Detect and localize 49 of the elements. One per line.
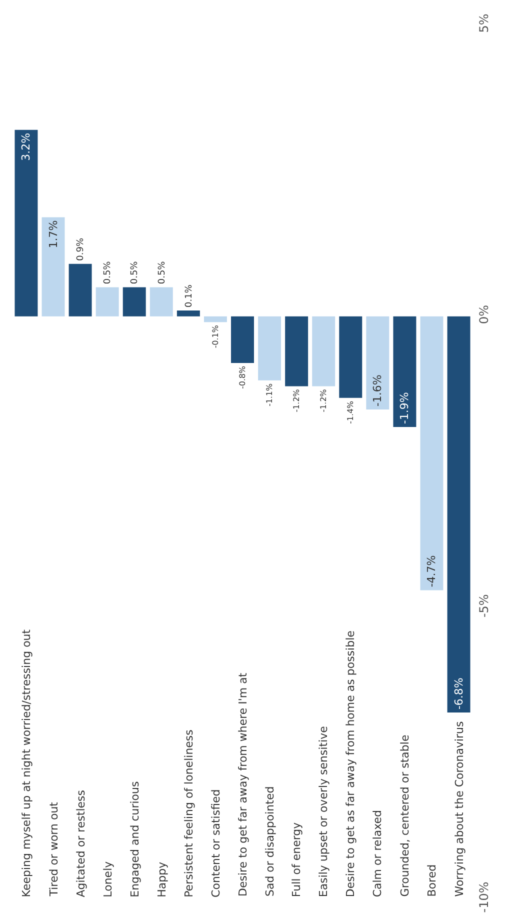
y-tick-label: 0%: [477, 305, 491, 324]
data-label: 0.1%: [184, 284, 194, 308]
bar: [150, 287, 173, 316]
data-label: -1.9%: [398, 392, 412, 424]
data-label: 0.5%: [157, 260, 168, 284]
bar: [204, 316, 227, 322]
x-tick-label: Tired or worn out: [47, 801, 60, 898]
bar: [420, 316, 444, 590]
data-label: 0.9%: [76, 238, 86, 261]
x-tick-label: Lonely: [101, 860, 114, 898]
bar: [393, 316, 416, 428]
bar: [42, 217, 65, 316]
bar: [339, 316, 362, 398]
data-label: -6.8%: [452, 678, 466, 710]
bar: [366, 316, 390, 410]
x-tick-label: Grounded, centered or stable: [398, 734, 412, 897]
bar: [312, 316, 336, 386]
data-label: 0.5%: [130, 260, 140, 284]
x-tick-label: Happy: [155, 861, 168, 898]
x-tick-label: Desire to get as far away from home as possible: [344, 630, 358, 898]
bar: [14, 130, 38, 316]
x-tick-label: Keeping myself up at night worried/stressing out: [20, 628, 34, 898]
x-tick-label: Agitated or restless: [74, 790, 88, 898]
y-tick-label: -5%: [477, 594, 491, 618]
data-label: 1.7%: [46, 220, 60, 248]
y-tick-label: -10%: [477, 882, 491, 913]
data-label: 3.2%: [20, 132, 33, 161]
bar: [285, 316, 308, 386]
bar: [258, 316, 282, 380]
x-tick-label: Desire to get far away from where I'm at: [236, 672, 250, 896]
bar: [176, 310, 200, 316]
x-tick-label: Engaged and curious: [128, 780, 142, 898]
bar: [231, 316, 254, 363]
data-label: -1.6%: [371, 374, 384, 407]
x-tick-label: Easily upset or overly sensitive: [317, 726, 330, 898]
bar: [122, 287, 146, 316]
x-tick-label: Content or satisfied: [209, 789, 222, 898]
bar: [96, 287, 119, 316]
data-label: -4.7%: [425, 555, 438, 588]
data-label: 0.5%: [103, 260, 114, 284]
bar: [447, 316, 470, 713]
x-tick-label: Full of energy: [290, 822, 304, 898]
x-tick-label: Worrying about the Coronavirus: [452, 720, 466, 897]
bar: [68, 264, 92, 316]
x-tick-label: Sad or disappointed: [264, 786, 277, 897]
x-tick-label: Calm or relaxed: [371, 810, 384, 898]
y-tick-label: 5%: [477, 14, 491, 33]
x-tick-label: Persistent feeling of loneliness: [182, 729, 196, 898]
x-tick-label: Bored: [426, 864, 439, 897]
